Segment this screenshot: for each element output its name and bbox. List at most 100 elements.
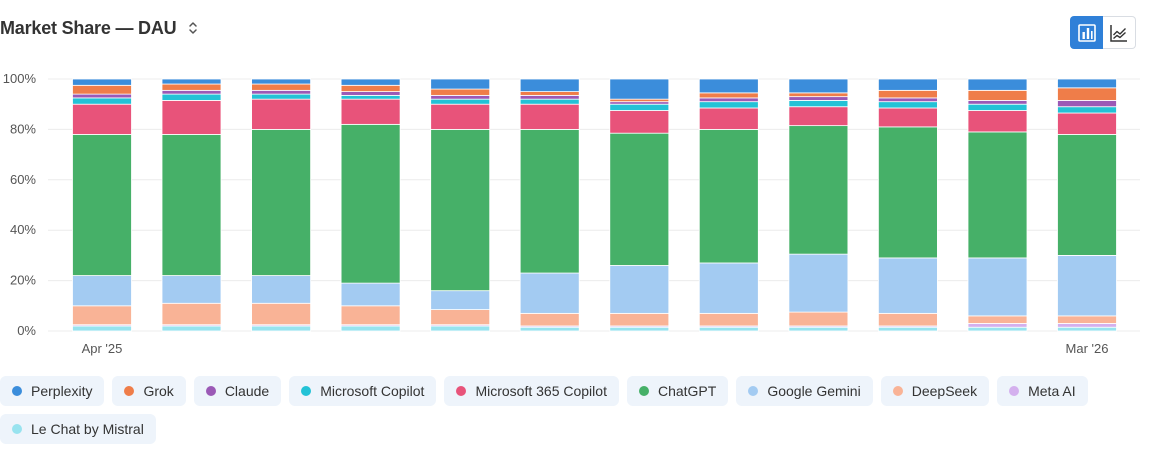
bar-segment: Grok — Feb '26: 4% xyxy=(967,89,1028,101)
line-chart-icon xyxy=(1110,24,1127,42)
bar-segment: Microsoft 365 Copilot — Mar '26: 8.5% xyxy=(1057,112,1117,135)
y-tick-label: 20% xyxy=(10,273,36,288)
bar-segment: Google Gemini — Sep '25: 16% xyxy=(519,272,580,314)
bar-segment: Microsoft Copilot — Dec '25: 2.5% xyxy=(788,100,849,108)
legend-color-dot xyxy=(301,386,312,396)
bar-segment: Microsoft 365 Copilot — Jan '26: 7.5% xyxy=(878,107,938,128)
bar-segment: Claude — May '25: 1.5% xyxy=(161,89,222,95)
bar-segment: Microsoft 365 Copilot — Sep '25: 10% xyxy=(519,103,580,130)
bar-segment: ChatGPT — Jun '25: 58% xyxy=(251,129,312,276)
bar-segment: Microsoft Copilot — Oct '25: 2.5% xyxy=(609,103,670,111)
bar-segment: DeepSeek — Nov '25: 5% xyxy=(698,312,759,327)
bar-segment: Microsoft 365 Copilot — Dec '25: 7.5% xyxy=(788,106,849,127)
legend-label: Le Chat by Mistral xyxy=(31,421,144,437)
bar-segment: ChatGPT — Aug '25: 64% xyxy=(430,129,491,292)
bar-segment: Perplexity — Dec '25: 5.5% xyxy=(788,78,849,94)
bar-segment: Grok — Mar '26: 5% xyxy=(1057,87,1117,101)
bar-segment: Le Chat by Mistral — Nov '25: 1.5% xyxy=(698,326,759,332)
bar-segment: Microsoft Copilot — Nov '25: 2.5% xyxy=(698,101,759,109)
bar-segment: Grok — Jul '25: 2.5% xyxy=(340,84,401,92)
legend-item[interactable]: Grok xyxy=(112,376,186,406)
bar-segment: Microsoft 365 Copilot — Nov '25: 8.5% xyxy=(698,107,759,130)
bar-segment: DeepSeek — Sep '25: 5% xyxy=(519,312,580,327)
legend-item[interactable]: Microsoft Copilot xyxy=(289,376,437,406)
bar-segment: Le Chat by Mistral — Aug '25: 2% xyxy=(430,325,491,332)
line-chart-view-button[interactable] xyxy=(1103,16,1136,49)
sort-toggle-icon[interactable] xyxy=(186,19,200,37)
legend-label: Microsoft 365 Copilot xyxy=(475,383,607,399)
bar-segment: DeepSeek — Apr '25: 7.5% xyxy=(72,305,132,326)
bar-segment: Google Gemini — Nov '25: 20% xyxy=(698,262,759,314)
bar-segment: ChatGPT — Mar '26: 48% xyxy=(1057,134,1117,256)
legend-item[interactable]: Microsoft 365 Copilot xyxy=(444,376,619,406)
legend-item[interactable]: ChatGPT xyxy=(626,376,729,406)
chart-title: Market Share — DAU xyxy=(0,17,177,38)
legend-item[interactable]: Perplexity xyxy=(0,376,105,406)
bar-segment: Microsoft Copilot — Mar '26: 2.5% xyxy=(1057,106,1117,114)
bar-segment: Google Gemini — Jan '26: 22% xyxy=(878,257,938,314)
bar-segment: Microsoft Copilot — Sep '25: 2% xyxy=(519,98,580,105)
bar-segment: Perplexity — Feb '26: 4.5% xyxy=(967,78,1028,91)
legend-item[interactable]: Claude xyxy=(193,376,282,406)
legend-color-dot xyxy=(456,386,467,396)
bar-segment: Perplexity — Jan '26: 4.5% xyxy=(878,78,938,91)
bar-segment: Google Gemini — Feb '26: 23% xyxy=(967,257,1028,317)
legend-item[interactable]: Le Chat by Mistral xyxy=(0,414,156,444)
chart-header: Market Share — DAU xyxy=(0,14,200,42)
bar-segment: Meta AI — Mar '26: 1.5% xyxy=(1057,323,1117,328)
legend-color-dot xyxy=(12,424,22,434)
bar-segment: DeepSeek — Oct '25: 5% xyxy=(609,312,670,327)
bar-segment: ChatGPT — Jan '26: 52% xyxy=(878,126,938,259)
bar-segment: Grok — Jun '25: 2.5% xyxy=(251,83,312,91)
legend-label: Microsoft Copilot xyxy=(320,383,425,399)
bar-segment: Le Chat by Mistral — Jan '26: 1.5% xyxy=(878,326,938,332)
legend-label: Meta AI xyxy=(1028,383,1076,399)
bar-segment: Microsoft 365 Copilot — Oct '25: 9% xyxy=(609,110,670,134)
y-tick-label: 60% xyxy=(10,172,36,187)
bar-segment: Claude — Jun '25: 1.5% xyxy=(251,89,312,95)
legend-label: Grok xyxy=(143,383,174,399)
bar-segment: Microsoft 365 Copilot — Jun '25: 12% xyxy=(251,98,312,130)
bar-segment: Grok — Nov '25: 2% xyxy=(698,92,759,99)
legend-color-dot xyxy=(892,386,903,396)
legend-color-dot xyxy=(205,386,216,396)
y-tick-label: 80% xyxy=(10,121,36,136)
bar-segment: Google Gemini — May '25: 11% xyxy=(161,275,222,304)
bar-segment: Perplexity — Jul '25: 2.5% xyxy=(340,78,401,86)
bar-segment: Grok — Sep '25: 1.5% xyxy=(519,91,580,96)
bar-segment: Claude — Nov '25: 1.5% xyxy=(698,97,759,103)
bar-segment: Microsoft 365 Copilot — Aug '25: 10% xyxy=(430,103,491,130)
bar-segment: Perplexity — Oct '25: 8% xyxy=(609,78,670,100)
bar-segment: Google Gemini — Dec '25: 23% xyxy=(788,253,849,313)
bar-segment: Claude — Dec '25: 1.5% xyxy=(788,96,849,101)
bar-chart-icon xyxy=(1077,23,1096,42)
x-tick-label: Mar '26 xyxy=(1066,341,1109,356)
bar-segment: Microsoft 365 Copilot — Feb '26: 8.5% xyxy=(967,110,1028,133)
bar-segment: DeepSeek — Jun '25: 8.5% xyxy=(251,302,312,326)
bar-segment: Le Chat by Mistral — Mar '26: 1.5% xyxy=(1057,326,1117,332)
bar-segment: Grok — May '25: 2.5% xyxy=(161,83,222,91)
bar-segment: Google Gemini — Oct '25: 19% xyxy=(609,265,670,314)
bar-segment: Perplexity — Aug '25: 4% xyxy=(430,78,491,90)
legend-item[interactable]: Google Gemini xyxy=(736,376,873,406)
bar-segment: Perplexity — Apr '25: 2.5% xyxy=(72,78,132,86)
bar-segment: Perplexity — Nov '25: 5.5% xyxy=(698,78,759,94)
legend-color-dot xyxy=(1009,386,1020,396)
legend-item[interactable]: DeepSeek xyxy=(880,376,990,406)
bar-segment: Grok — Jan '26: 3% xyxy=(878,89,938,99)
legend-color-dot xyxy=(638,386,649,396)
bar-segment: ChatGPT — Sep '25: 57% xyxy=(519,129,580,274)
bar-segment: Microsoft Copilot — Jul '25: 1.5% xyxy=(340,94,401,100)
bar-segment: ChatGPT — Apr '25: 56% xyxy=(72,134,132,276)
bar-segment: Microsoft 365 Copilot — May '25: 13.5% xyxy=(161,100,222,135)
bar-segment: Le Chat by Mistral — Sep '25: 1.5% xyxy=(519,326,580,332)
bar-segment: ChatGPT — Jul '25: 63% xyxy=(340,123,401,284)
bar-segment: Perplexity — May '25: 2% xyxy=(161,78,222,85)
legend-item[interactable]: Meta AI xyxy=(997,376,1088,406)
y-tick-label: 40% xyxy=(10,222,36,237)
bar-chart-view-button[interactable] xyxy=(1070,16,1103,49)
bar-segment: Microsoft 365 Copilot — Apr '25: 12% xyxy=(72,103,132,135)
bar-segment: Microsoft Copilot — Jan '26: 2.5% xyxy=(878,101,938,109)
bar-segment: DeepSeek — Jan '26: 5% xyxy=(878,312,938,327)
bar-segment: Grok — Dec '25: 1.5% xyxy=(788,92,849,98)
